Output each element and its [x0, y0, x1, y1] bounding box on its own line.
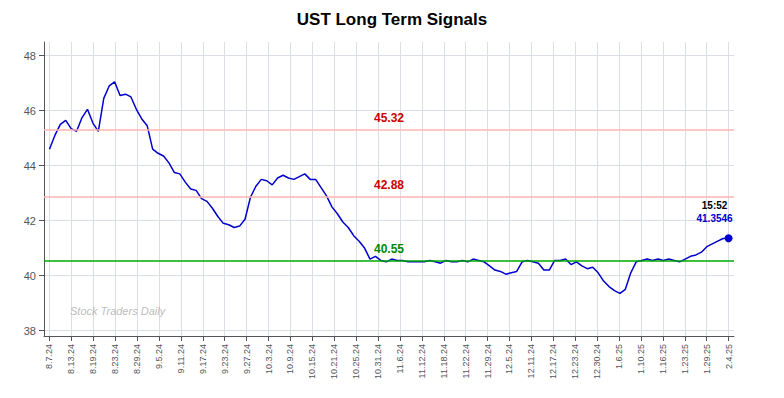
- svg-text:10.25.24: 10.25.24: [351, 344, 361, 379]
- svg-text:1.23.25: 1.23.25: [680, 344, 690, 374]
- svg-text:42: 42: [24, 215, 36, 227]
- svg-text:12.30.24: 12.30.24: [592, 344, 602, 379]
- svg-text:15:52: 15:52: [702, 200, 728, 211]
- svg-text:8.7.24: 8.7.24: [44, 344, 54, 369]
- svg-text:9.5.24: 9.5.24: [154, 344, 164, 369]
- svg-text:11.18.24: 11.18.24: [439, 344, 449, 378]
- svg-text:40: 40: [24, 270, 36, 282]
- svg-text:10.15.24: 10.15.24: [307, 344, 317, 379]
- svg-text:12.11.24: 12.11.24: [526, 344, 536, 378]
- svg-text:UST Long Term Signals: UST Long Term Signals: [297, 10, 487, 29]
- svg-text:40.55: 40.55: [374, 242, 404, 256]
- svg-text:9.23.24: 9.23.24: [220, 344, 230, 374]
- svg-text:11.29.24: 11.29.24: [483, 344, 493, 378]
- svg-text:45.32: 45.32: [374, 111, 404, 125]
- svg-text:1.16.25: 1.16.25: [658, 344, 668, 374]
- svg-text:12.17.24: 12.17.24: [548, 344, 558, 379]
- svg-text:10.31.24: 10.31.24: [373, 344, 383, 379]
- svg-text:38: 38: [24, 325, 36, 337]
- svg-text:1.6.25: 1.6.25: [614, 344, 624, 369]
- svg-text:9.11.24: 9.11.24: [176, 344, 186, 373]
- svg-text:1.10.25: 1.10.25: [636, 344, 646, 374]
- svg-text:42.88: 42.88: [374, 178, 404, 192]
- svg-text:1.29.25: 1.29.25: [702, 344, 712, 374]
- svg-text:48: 48: [24, 50, 36, 62]
- svg-text:11.6.24: 11.6.24: [395, 344, 405, 373]
- svg-text:Stock Traders Daily: Stock Traders Daily: [70, 305, 167, 317]
- svg-text:8.23.24: 8.23.24: [110, 344, 120, 374]
- svg-text:46: 46: [24, 105, 36, 117]
- svg-text:10.9.24: 10.9.24: [285, 344, 295, 374]
- svg-text:11.22.24: 11.22.24: [461, 344, 471, 378]
- svg-text:11.12.24: 11.12.24: [417, 344, 427, 378]
- svg-text:10.3.24: 10.3.24: [264, 344, 274, 374]
- svg-text:9.27.24: 9.27.24: [242, 344, 252, 374]
- svg-text:12.23.24: 12.23.24: [570, 344, 580, 379]
- svg-text:9.17.24: 9.17.24: [198, 344, 208, 374]
- svg-text:8.19.24: 8.19.24: [88, 344, 98, 374]
- svg-text:41.3546: 41.3546: [696, 213, 733, 224]
- svg-text:44: 44: [24, 160, 36, 172]
- svg-text:2.4.25: 2.4.25: [724, 344, 734, 369]
- svg-text:12.5.24: 12.5.24: [504, 344, 514, 374]
- svg-text:10.21.24: 10.21.24: [329, 344, 339, 379]
- svg-text:8.13.24: 8.13.24: [66, 344, 76, 374]
- svg-text:8.29.24: 8.29.24: [132, 344, 142, 374]
